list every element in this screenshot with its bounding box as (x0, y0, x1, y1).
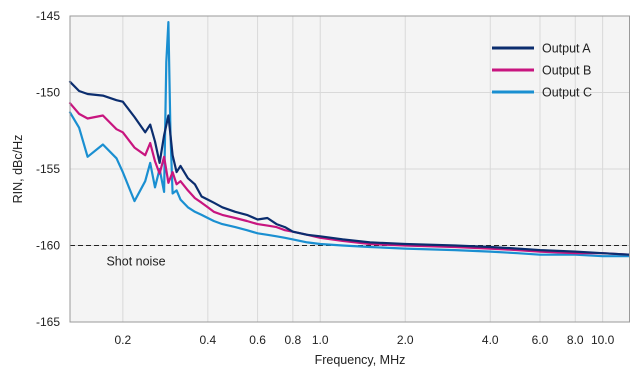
y-axis-label: RIN, dBc/Hz (11, 135, 25, 204)
y-tick-label: -165 (36, 315, 60, 329)
legend-label-output-b: Output B (542, 64, 591, 78)
x-tick-label: 1.0 (312, 333, 329, 347)
legend-label-output-c: Output C (542, 86, 592, 100)
x-tick-label: 4.0 (482, 333, 499, 347)
x-tick-label: 0.6 (249, 333, 266, 347)
y-tick-labels: -165 -160 -155 -150 -145 (36, 9, 60, 329)
x-tick-label: 8.0 (567, 333, 584, 347)
series-line-output-b (68, 102, 630, 256)
shot-noise-label: Shot noise (106, 255, 165, 269)
x-tick-labels: 0.2 0.4 0.6 0.8 1.0 2.0 4.0 6.0 8.0 10.0 (114, 333, 614, 347)
x-tick-label: 0.2 (114, 333, 131, 347)
x-tick-label: 0.8 (285, 333, 302, 347)
x-tick-label: 2.0 (397, 333, 414, 347)
series-lines (68, 21, 630, 258)
series-line-output-c (68, 21, 630, 258)
x-tick-label: 10.0 (591, 333, 615, 347)
y-tick-label: -160 (36, 239, 60, 253)
series-line-output-a (68, 80, 630, 256)
y-tick-label: -150 (36, 86, 60, 100)
x-tick-label: 0.4 (200, 333, 217, 347)
y-tick-label: -155 (36, 162, 60, 176)
legend-label-output-a: Output A (542, 42, 591, 56)
x-tick-label: 6.0 (532, 333, 549, 347)
x-axis-label: Frequency, MHz (315, 353, 406, 367)
y-tick-label: -145 (36, 9, 60, 23)
legend: Output A Output B Output C (492, 42, 592, 100)
